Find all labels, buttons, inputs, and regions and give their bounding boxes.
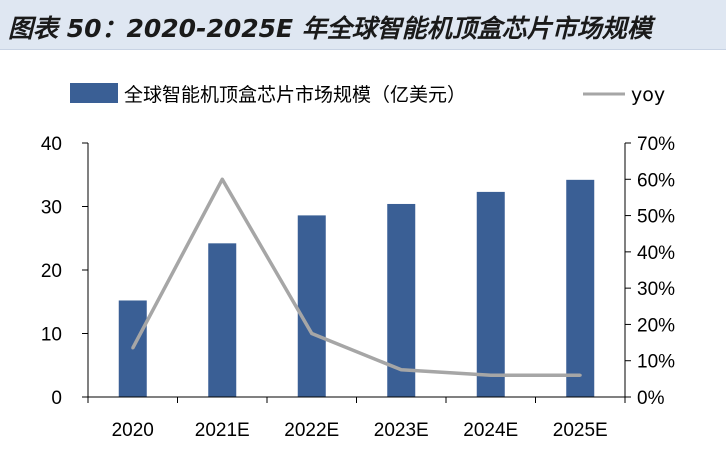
bar-2025E (566, 179, 595, 397)
y-right-tick-label: 60% (637, 170, 675, 191)
series-line-yoy (131, 177, 581, 377)
bar-2021E (208, 243, 237, 397)
x-tick-label: 2022E (284, 420, 339, 441)
y-left-tick-label: 40 (41, 134, 62, 155)
point-yoy-2025E (578, 373, 582, 377)
point-yoy-2020 (131, 346, 135, 350)
y-left-tick-label: 10 (41, 325, 62, 346)
y-right-tick-label: 50% (637, 207, 675, 228)
point-yoy-2022E (310, 332, 314, 335)
legend-swatch-bar (70, 83, 118, 103)
y-right-tick-label: 0% (637, 388, 665, 409)
y-left-tick-label: 20 (41, 261, 62, 282)
y-right-tick-label: 40% (637, 243, 675, 264)
x-tick-label: 2023E (374, 420, 429, 441)
y-right-tick-label: 20% (637, 315, 675, 336)
bar-2022E (297, 215, 326, 397)
point-yoy-2023E (399, 368, 403, 372)
y-right-tick-label: 10% (637, 352, 675, 373)
y-left-tick-label: 30 (41, 198, 62, 219)
chart-title: 图表 50：2020-2025E 年全球智能机顶盒芯片市场规模 (8, 14, 652, 43)
bar-2024E (476, 191, 505, 397)
x-tick-label: 2024E (463, 420, 518, 441)
x-tick-label: 2021E (195, 420, 250, 441)
legend-label-bar: 全球智能机顶盒芯片市场规模（亿美元） (124, 84, 466, 106)
point-yoy-2024E (489, 373, 493, 377)
legend-label-line: yoy (631, 84, 665, 106)
point-yoy-2021E (220, 177, 224, 181)
x-tick-label: 2020 (112, 420, 154, 441)
x-tick-label: 2025E (553, 420, 608, 441)
y-right-tick-label: 30% (637, 279, 675, 300)
y-right-tick-label: 70% (637, 134, 675, 155)
title-bar: 图表 50：2020-2025E 年全球智能机顶盒芯片市场规模 (0, 0, 726, 50)
y-left-tick-label: 0 (51, 388, 62, 409)
